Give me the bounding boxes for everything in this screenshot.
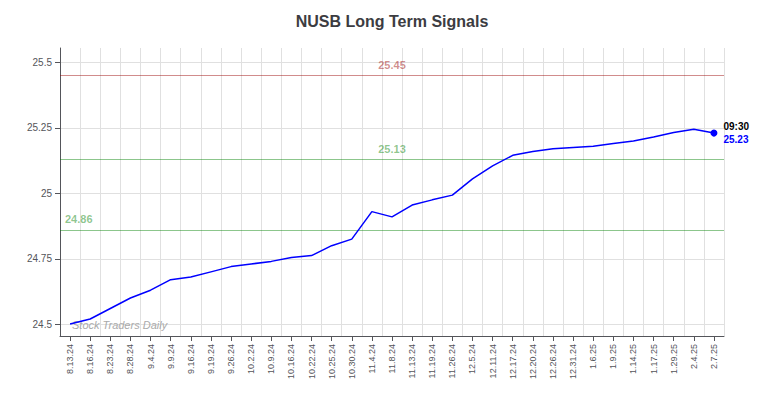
svg-text:NUSB Long Term Signals: NUSB Long Term Signals	[296, 13, 489, 30]
svg-text:1.17.25: 1.17.25	[649, 344, 659, 374]
svg-text:9.4.24: 9.4.24	[146, 344, 156, 369]
svg-text:25.23: 25.23	[723, 134, 748, 145]
svg-text:1.9.25: 1.9.25	[608, 344, 618, 369]
svg-text:25.13: 25.13	[378, 143, 406, 155]
svg-text:11.26.24: 11.26.24	[447, 344, 457, 378]
svg-text:8.23.24: 8.23.24	[105, 344, 115, 374]
svg-text:12.17.24: 12.17.24	[508, 344, 518, 379]
svg-text:12.5.24: 12.5.24	[467, 344, 477, 374]
svg-text:11.19.24: 11.19.24	[427, 344, 437, 378]
svg-text:24.86: 24.86	[65, 213, 93, 225]
svg-text:12.11.24: 12.11.24	[488, 344, 498, 378]
svg-text:1.29.25: 1.29.25	[669, 344, 679, 374]
svg-text:25: 25	[41, 188, 53, 199]
svg-text:11.4.24: 11.4.24	[367, 344, 377, 373]
svg-text:9.9.24: 9.9.24	[166, 344, 176, 369]
svg-text:11.13.24: 11.13.24	[407, 344, 417, 378]
svg-text:8.28.24: 8.28.24	[125, 344, 135, 374]
svg-text:10.22.24: 10.22.24	[307, 344, 317, 379]
svg-text:25.5: 25.5	[33, 57, 53, 68]
svg-text:24.75: 24.75	[27, 253, 52, 264]
svg-text:12.20.24: 12.20.24	[528, 344, 538, 379]
svg-text:25.45: 25.45	[378, 59, 406, 71]
svg-text:10.9.24: 10.9.24	[266, 344, 276, 374]
svg-text:9.16.24: 9.16.24	[186, 344, 196, 374]
svg-text:25.25: 25.25	[27, 122, 52, 133]
svg-text:2.4.25: 2.4.25	[689, 344, 699, 369]
svg-text:12.26.24: 12.26.24	[548, 344, 558, 379]
svg-text:10.30.24: 10.30.24	[347, 344, 357, 379]
svg-text:8.16.24: 8.16.24	[85, 344, 95, 374]
svg-text:1.6.25: 1.6.25	[588, 344, 598, 369]
svg-text:9.19.24: 9.19.24	[206, 344, 216, 374]
svg-text:12.31.24: 12.31.24	[568, 344, 578, 379]
svg-text:11.8.24: 11.8.24	[387, 344, 397, 373]
svg-text:9.26.24: 9.26.24	[226, 344, 236, 374]
svg-text:09:30: 09:30	[723, 121, 749, 132]
svg-text:10.2.24: 10.2.24	[246, 344, 256, 374]
svg-text:8.13.24: 8.13.24	[65, 344, 75, 374]
svg-text:1.14.25: 1.14.25	[628, 344, 638, 374]
svg-text:2.7.25: 2.7.25	[709, 344, 719, 369]
svg-text:24.5: 24.5	[33, 319, 53, 330]
svg-text:10.16.24: 10.16.24	[286, 344, 296, 379]
svg-text:Stock Traders Daily: Stock Traders Daily	[72, 318, 168, 331]
svg-text:10.25.24: 10.25.24	[327, 344, 337, 379]
